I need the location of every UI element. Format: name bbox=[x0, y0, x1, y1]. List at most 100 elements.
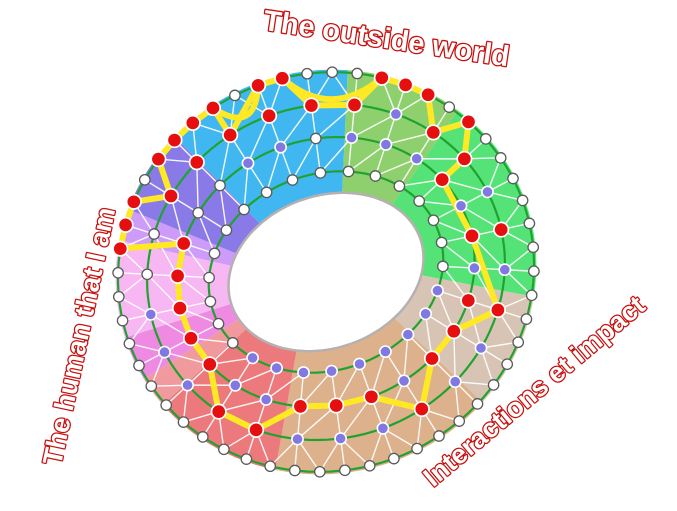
node-purple bbox=[259, 393, 273, 406]
node-white bbox=[520, 313, 533, 325]
node-white bbox=[288, 464, 301, 477]
node-purple bbox=[246, 351, 259, 365]
node-white bbox=[527, 241, 540, 254]
node-red bbox=[413, 400, 430, 418]
node-white bbox=[453, 415, 466, 427]
node-white bbox=[309, 132, 322, 145]
node-purple bbox=[379, 138, 393, 151]
mesh-line bbox=[219, 134, 231, 186]
node-white bbox=[123, 337, 136, 350]
node-purple bbox=[498, 263, 512, 277]
sector-rose bbox=[144, 319, 247, 405]
node-white bbox=[133, 359, 145, 372]
node-white bbox=[388, 452, 400, 465]
node-white bbox=[204, 295, 217, 308]
node-red bbox=[423, 350, 441, 367]
node-red bbox=[182, 330, 200, 347]
mesh-line bbox=[382, 427, 418, 450]
mesh-line bbox=[455, 380, 494, 386]
node-red bbox=[274, 70, 291, 87]
mesh-line bbox=[243, 163, 249, 210]
wheel-graphics bbox=[112, 66, 540, 478]
node-white bbox=[528, 265, 540, 278]
node-white bbox=[112, 290, 125, 303]
node-red bbox=[250, 77, 267, 94]
node-white bbox=[208, 247, 221, 260]
node-purple bbox=[345, 131, 358, 144]
label-outside-world: The outside world bbox=[261, 5, 511, 73]
mesh-line bbox=[291, 138, 317, 181]
node-white bbox=[314, 167, 327, 179]
node-white bbox=[218, 443, 230, 456]
mesh-line bbox=[218, 398, 267, 413]
node-white bbox=[326, 66, 339, 79]
node-red bbox=[248, 421, 265, 438]
node-white bbox=[141, 268, 154, 281]
node-white bbox=[507, 172, 519, 185]
node-white bbox=[260, 186, 273, 199]
mesh-line bbox=[319, 137, 353, 174]
label-human-that-i-am: The human that I am bbox=[37, 205, 121, 468]
node-purple bbox=[401, 328, 415, 341]
node-white bbox=[203, 271, 215, 284]
mesh-line bbox=[369, 428, 384, 467]
node-white bbox=[214, 179, 226, 192]
node-white bbox=[494, 152, 507, 164]
node-white bbox=[212, 317, 225, 330]
node-red bbox=[162, 187, 180, 205]
node-purple bbox=[274, 140, 287, 154]
node-red bbox=[489, 301, 506, 319]
node-red bbox=[493, 221, 510, 238]
score-path-swag bbox=[210, 82, 262, 121]
node-white bbox=[411, 442, 423, 455]
sector-orchid bbox=[124, 303, 239, 380]
node-red bbox=[434, 171, 451, 188]
mesh-line bbox=[340, 437, 371, 467]
node-purple bbox=[158, 345, 171, 359]
mesh-line bbox=[351, 113, 397, 139]
node-purple bbox=[419, 307, 432, 321]
node-white bbox=[240, 453, 253, 465]
node-red bbox=[292, 398, 309, 415]
node-red bbox=[175, 235, 192, 252]
node-purple bbox=[378, 345, 392, 358]
node-white bbox=[512, 336, 525, 349]
mesh-line bbox=[441, 241, 475, 269]
node-white bbox=[339, 464, 351, 477]
node-purple bbox=[241, 156, 255, 170]
node-purple bbox=[431, 284, 444, 297]
node-red bbox=[188, 154, 205, 171]
center-hole bbox=[227, 191, 425, 353]
node-red bbox=[346, 96, 363, 113]
mesh-line bbox=[196, 162, 199, 213]
node-red bbox=[460, 292, 477, 309]
mesh-line bbox=[280, 105, 312, 148]
node-red bbox=[117, 216, 134, 233]
node-white bbox=[112, 266, 124, 279]
node-white bbox=[342, 165, 355, 178]
node-purple bbox=[467, 261, 481, 275]
node-red bbox=[397, 76, 414, 93]
mesh-line bbox=[385, 131, 434, 146]
node-purple bbox=[448, 375, 462, 389]
node-white bbox=[148, 228, 160, 240]
mesh-line bbox=[197, 212, 216, 254]
node-purple bbox=[297, 366, 310, 379]
node-red bbox=[166, 132, 183, 149]
node-white bbox=[501, 358, 514, 371]
node-red bbox=[420, 86, 437, 103]
node-white bbox=[226, 337, 239, 349]
node-white bbox=[351, 67, 364, 80]
mesh-line bbox=[235, 367, 277, 386]
node-white bbox=[487, 379, 500, 391]
node-red bbox=[169, 267, 186, 284]
node-red bbox=[125, 193, 142, 210]
node-red bbox=[456, 150, 473, 167]
node-red bbox=[425, 124, 442, 141]
node-white bbox=[479, 133, 492, 145]
mesh-line bbox=[219, 185, 228, 231]
node-white bbox=[313, 465, 326, 478]
mesh-line bbox=[247, 115, 270, 164]
